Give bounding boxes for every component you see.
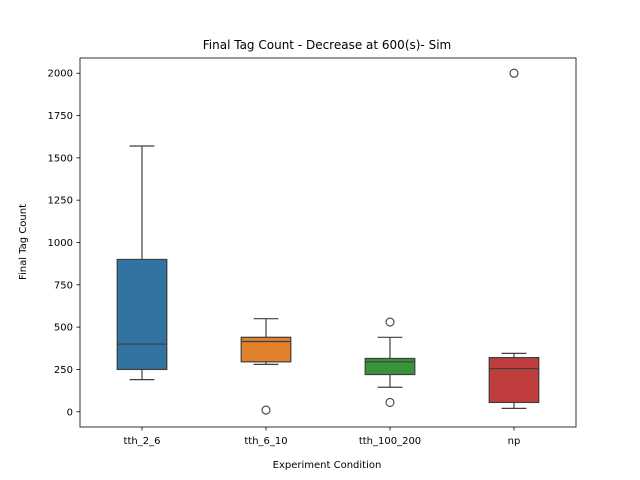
y-axis-label: Final Tag Count bbox=[18, 204, 29, 280]
y-tick-label: 1250 bbox=[48, 196, 73, 207]
outlier-point bbox=[261, 405, 271, 415]
y-tick-label: 1500 bbox=[48, 153, 73, 164]
y-tick-label: 500 bbox=[54, 323, 73, 334]
y-tick-label: 250 bbox=[54, 365, 73, 376]
box-group-tth_100_200 bbox=[364, 317, 416, 408]
outlier-point bbox=[385, 317, 395, 327]
box-group-tth_6_10 bbox=[240, 318, 292, 415]
x-tick-label: tth_100_200 bbox=[359, 436, 421, 447]
y-tick-label: 1750 bbox=[48, 111, 73, 122]
chart-title: Final Tag Count - Decrease at 600(s)- Si… bbox=[203, 38, 451, 52]
plot-content bbox=[116, 68, 540, 415]
x-axis-label: Experiment Condition bbox=[273, 460, 382, 471]
y-tick-label: 1000 bbox=[48, 238, 73, 249]
box-body bbox=[364, 357, 416, 376]
box-group-tth_2_6 bbox=[116, 145, 168, 381]
y-axis: 0 250 500 750 1000 1250 1500 1750 2000 bbox=[48, 69, 80, 418]
x-axis: tth_2_6 tth_6_10 tth_100_200 np bbox=[124, 427, 521, 447]
y-tick-label: 2000 bbox=[48, 69, 73, 80]
box-body bbox=[116, 258, 168, 371]
x-tick-label: np bbox=[508, 436, 521, 447]
y-tick-label: 750 bbox=[54, 280, 73, 291]
box-group-np bbox=[488, 68, 540, 409]
box-body bbox=[488, 357, 540, 404]
x-tick-label: tth_2_6 bbox=[124, 436, 161, 447]
x-tick-label: tth_6_10 bbox=[244, 436, 287, 447]
outlier-point bbox=[509, 68, 519, 78]
outlier-point bbox=[385, 397, 395, 408]
y-tick-label: 0 bbox=[67, 407, 73, 418]
